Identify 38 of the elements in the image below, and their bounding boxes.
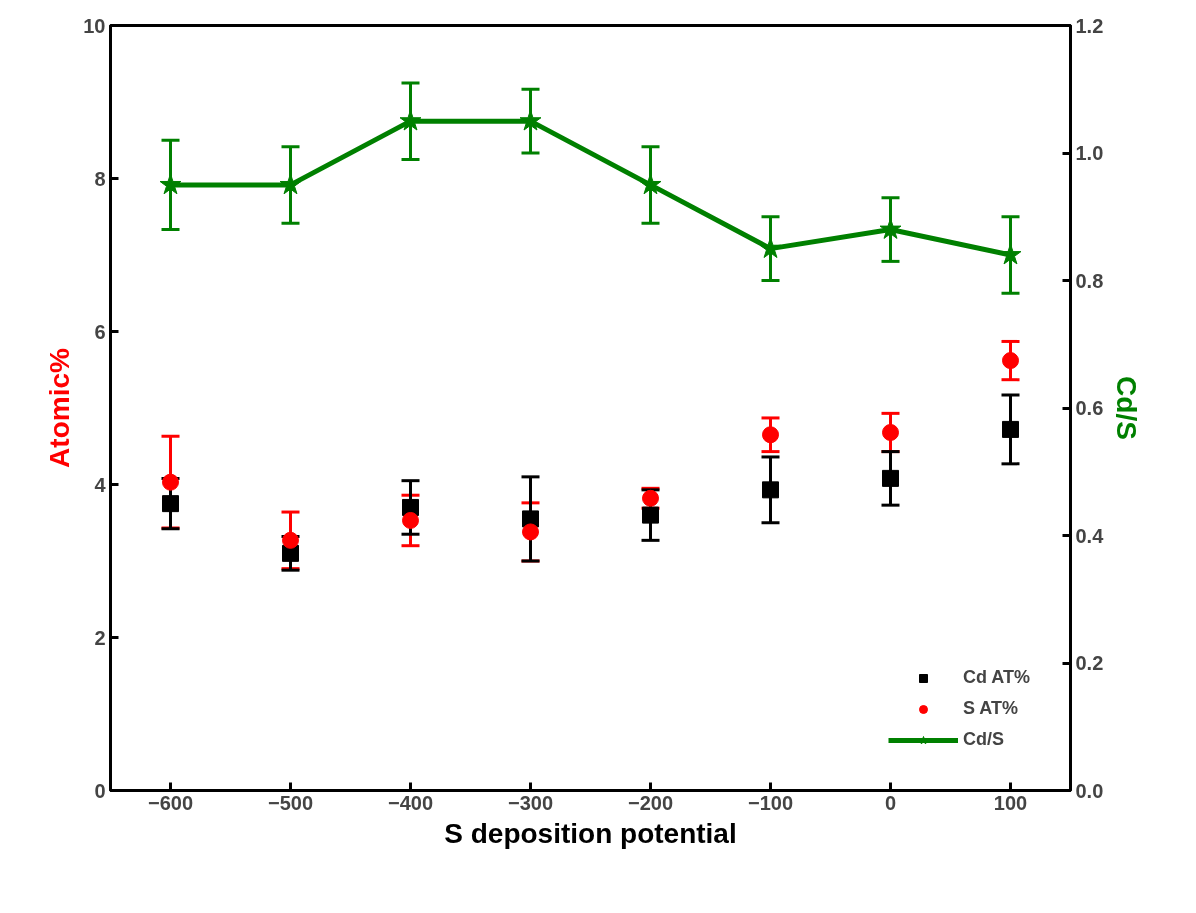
x-tick-label: 0 bbox=[884, 791, 897, 814]
y2-tick-label: 0.2 bbox=[1075, 652, 1104, 674]
x-tick-label: −500 bbox=[267, 791, 314, 814]
x-tick-label: −100 bbox=[747, 791, 794, 814]
legend-label: Cd AT% bbox=[963, 667, 1030, 688]
y2-tick-label: 0.8 bbox=[1075, 269, 1104, 292]
y-tick-label: 6 bbox=[94, 320, 106, 343]
x-tick-label: −400 bbox=[387, 791, 434, 814]
y-tick-label: 10 bbox=[83, 14, 106, 37]
y2-tick-label: 1.0 bbox=[1075, 142, 1104, 164]
y2-tick-label: 0.0 bbox=[1075, 779, 1104, 802]
legend-label: Cd/S bbox=[963, 729, 1005, 750]
point bbox=[762, 426, 779, 444]
x-axis-title: S deposition potential bbox=[444, 817, 737, 849]
x-tick-label: 100 bbox=[993, 791, 1028, 814]
y2-tick-label: 1.2 bbox=[1075, 14, 1104, 37]
y-tick-label: 2 bbox=[94, 626, 106, 649]
point bbox=[282, 531, 299, 549]
point bbox=[522, 523, 539, 541]
legend-label: S AT% bbox=[963, 698, 1019, 719]
y-tick-label: 8 bbox=[94, 167, 106, 190]
y2-axis-title: Cd/S bbox=[1111, 376, 1143, 440]
y2-tick-label: 0.6 bbox=[1075, 397, 1104, 419]
point bbox=[762, 481, 779, 499]
point bbox=[162, 495, 179, 513]
point bbox=[162, 473, 179, 491]
x-tick-label: −600 bbox=[147, 791, 194, 814]
point bbox=[882, 424, 899, 441]
y-axis-title: Atomic% bbox=[44, 348, 76, 468]
point bbox=[882, 469, 899, 487]
point bbox=[402, 511, 419, 529]
point bbox=[1002, 420, 1019, 438]
point bbox=[1002, 352, 1019, 370]
point bbox=[642, 506, 659, 524]
x-tick-label: −300 bbox=[507, 791, 554, 814]
y2-tick-label: 0.4 bbox=[1075, 524, 1105, 547]
y-tick-label: 4 bbox=[94, 473, 107, 496]
x-tick-label: −200 bbox=[627, 791, 674, 814]
